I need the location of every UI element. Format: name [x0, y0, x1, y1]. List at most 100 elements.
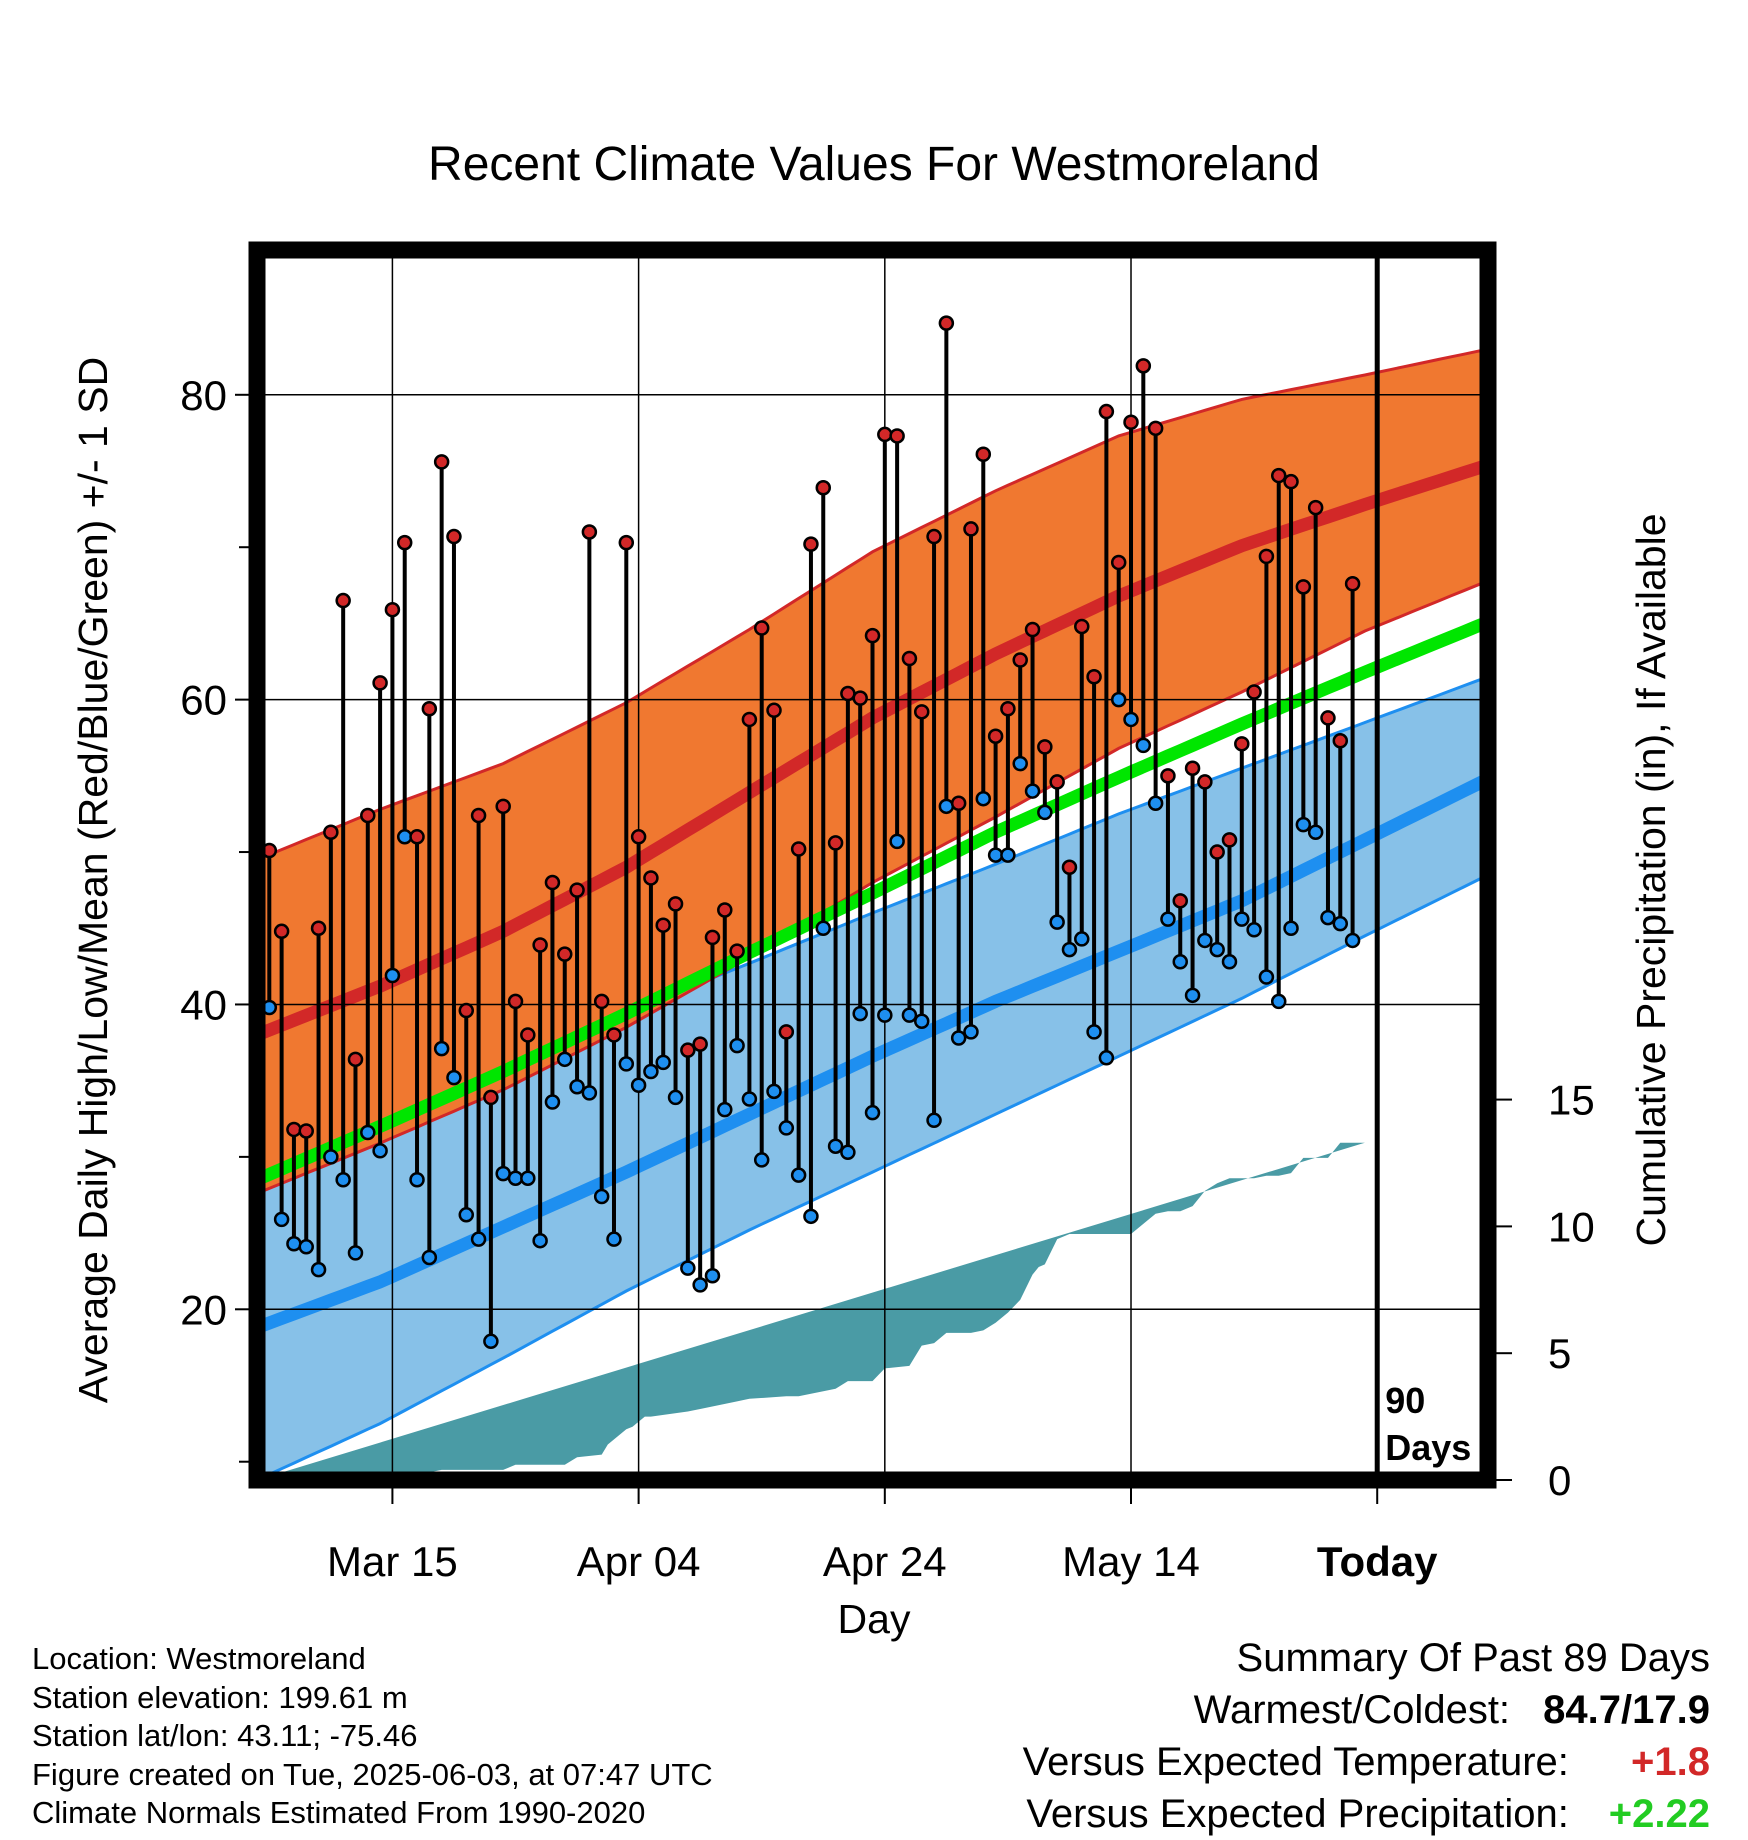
daily-high-point	[692, 1036, 708, 1052]
daily-high-point	[643, 870, 659, 886]
daily-low-point	[323, 1149, 339, 1165]
daily-high-point	[1184, 760, 1201, 776]
daily-low-point	[1123, 711, 1139, 728]
daily-high-point	[470, 807, 487, 824]
latlon-text: Station lat/lon: 43.11; -75.46	[32, 1718, 418, 1753]
daily-low-point	[1197, 932, 1213, 949]
daily-high-point	[557, 946, 573, 962]
plot-area: 90 Days 20 40 60 80 0 5 10 15 Mar 15 Apr 04 Apr 24 Ma…	[180, 241, 1595, 1585]
daily-low-point	[1024, 783, 1041, 799]
daily-low-point	[680, 1260, 696, 1276]
daily-high-point	[630, 829, 647, 845]
daily-low-point	[630, 1077, 647, 1093]
daily-high-point	[360, 807, 376, 824]
daily-high-point	[766, 702, 782, 719]
daily-low-point	[557, 1051, 573, 1068]
daily-low-point	[655, 1054, 671, 1071]
daily-high-point	[347, 1051, 364, 1068]
daily-high-point	[790, 841, 807, 857]
daily-low-point	[433, 1040, 450, 1057]
daily-low-point	[987, 847, 1004, 863]
high-sd-upper-line	[257, 347, 1488, 862]
daily-low-point	[1283, 920, 1299, 937]
daily-high-point	[864, 627, 881, 644]
daily-high-point	[1344, 576, 1361, 592]
daily-low-point	[1234, 911, 1250, 927]
daily-high-point	[520, 1027, 536, 1043]
daily-low-point	[1320, 909, 1336, 926]
daily-high-point	[458, 1002, 475, 1019]
daily-low-point	[347, 1245, 364, 1261]
daily-low-point	[372, 1143, 388, 1159]
daily-high-point	[963, 521, 979, 537]
daily-low-point	[1110, 691, 1127, 708]
daily-low-point	[1037, 804, 1053, 821]
daily-low-point	[310, 1261, 327, 1278]
daily-high-point	[581, 524, 598, 540]
daily-high-point	[1074, 618, 1090, 635]
y-left-tick-label: 60	[180, 677, 227, 724]
daily-high-point	[987, 728, 1004, 744]
daily-high-point	[815, 480, 832, 496]
daily-high-point	[433, 454, 450, 470]
daily-high-point	[1012, 652, 1028, 668]
daily-low-point	[446, 1069, 462, 1086]
daily-low-point	[913, 1013, 930, 1029]
summary-panel: Summary Of Past 89 Days Warmest/Coldest:…	[1023, 1632, 1710, 1840]
elevation-text: Station elevation: 199.61 m	[32, 1679, 408, 1715]
daily-low-point	[827, 1138, 844, 1154]
daily-high-point	[852, 690, 868, 706]
daily-high-point	[704, 929, 721, 946]
daily-high-point	[396, 534, 413, 551]
precip-delta-label: Versus Expected Precipitation:	[1026, 1792, 1569, 1836]
daily-low-point	[938, 798, 955, 815]
daily-high-point	[273, 923, 290, 940]
daily-low-point	[852, 1005, 868, 1022]
daily-low-point	[273, 1211, 290, 1228]
daily-low-point	[606, 1231, 622, 1247]
daily-high-point	[803, 536, 819, 552]
daily-low-point	[1221, 954, 1238, 970]
daily-high-point	[569, 882, 585, 898]
daily-high-point	[384, 601, 401, 618]
y-left-tick-label: 80	[180, 372, 227, 419]
daily-high-point	[729, 943, 745, 959]
x-tick-label: Apr 24	[823, 1538, 947, 1585]
precip-area	[257, 1142, 1365, 1480]
daily-high-point	[1221, 832, 1238, 848]
daily-low-point	[901, 1007, 918, 1023]
daily-high-point	[1024, 621, 1041, 638]
daily-low-point	[963, 1024, 979, 1040]
daily-high-point	[483, 1089, 499, 1106]
daily-high-point	[938, 315, 955, 331]
daily-high-point	[544, 874, 561, 891]
summary-title: Summary Of Past 89 Days	[1236, 1636, 1710, 1680]
x-tick-label: Today	[1317, 1538, 1438, 1585]
daily-high-point	[877, 426, 893, 443]
daily-low-point	[1061, 941, 1078, 958]
daily-low-point	[286, 1236, 302, 1252]
daily-low-point	[766, 1083, 782, 1100]
daily-high-point	[532, 937, 548, 953]
daily-high-point	[1209, 844, 1225, 860]
daily-low-point	[470, 1231, 487, 1247]
daily-low-point	[975, 790, 992, 807]
y-right-tick-label: 0	[1548, 1457, 1571, 1504]
daily-low-point	[778, 1120, 795, 1136]
temp-delta-row: Versus Expected Temperature: +1.8	[1023, 1736, 1710, 1788]
daily-low-point	[360, 1124, 376, 1141]
daily-low-point	[532, 1232, 548, 1249]
daily-low-point	[520, 1170, 536, 1186]
daily-low-point	[421, 1249, 438, 1266]
temp-delta-label: Versus Expected Temperature:	[1022, 1740, 1569, 1784]
daily-high-point	[286, 1121, 302, 1138]
daily-high-point	[1110, 554, 1127, 571]
daily-low-point	[803, 1208, 819, 1225]
daily-high-point	[741, 711, 758, 728]
daily-high-point	[1320, 710, 1336, 726]
daily-high-point	[1049, 774, 1065, 790]
daily-low-point	[741, 1091, 758, 1107]
daily-low-point	[495, 1165, 511, 1182]
warm-cold-value: 84.7/17.9	[1543, 1688, 1710, 1732]
